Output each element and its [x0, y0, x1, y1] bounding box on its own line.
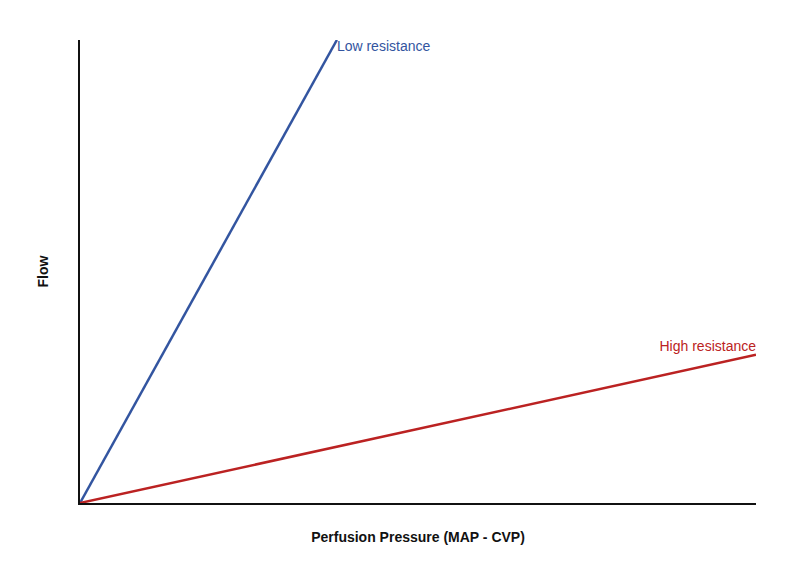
svg-text:Low resistance: Low resistance [337, 38, 431, 54]
svg-text:Perfusion Pressure (MAP - CVP): Perfusion Pressure (MAP - CVP) [311, 529, 525, 545]
svg-text:Flow: Flow [35, 255, 51, 287]
svg-text:High resistance: High resistance [660, 338, 757, 354]
